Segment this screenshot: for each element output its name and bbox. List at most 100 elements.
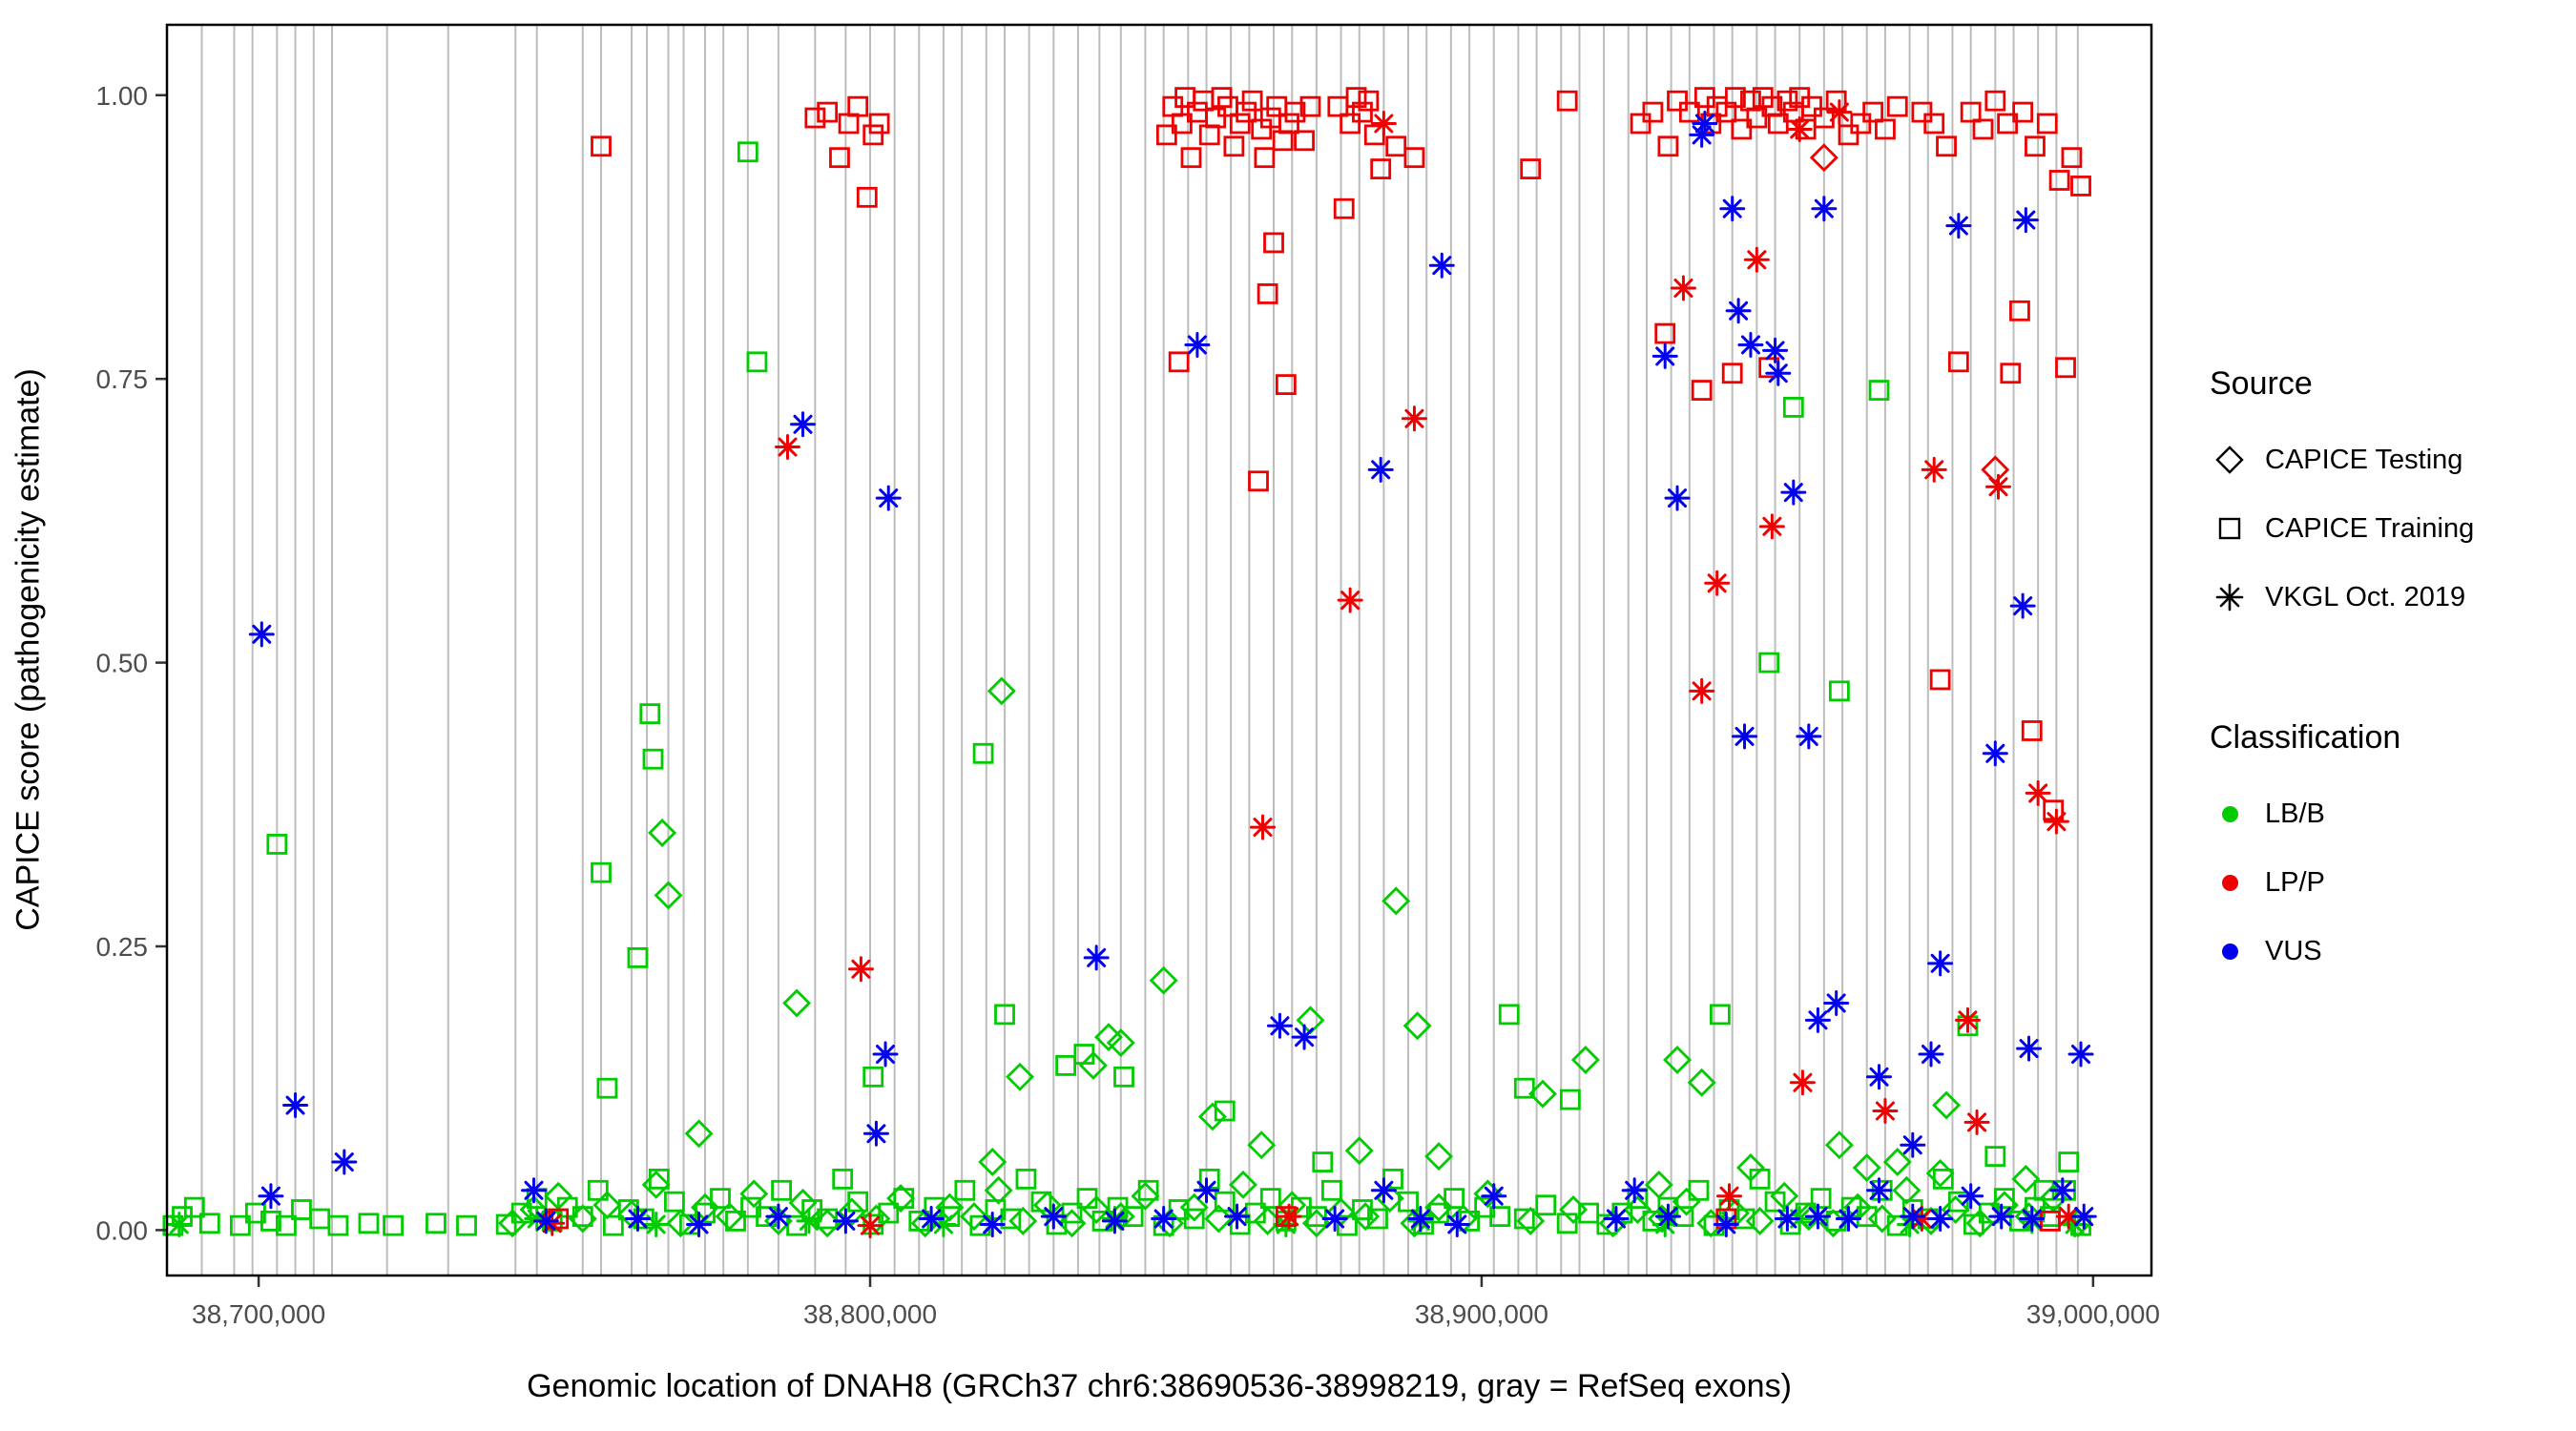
data-point	[1556, 90, 1578, 112]
data-point	[2067, 1041, 2094, 1068]
data-point	[2016, 1035, 2043, 1062]
data-point	[1180, 147, 1202, 169]
data-point	[664, 1191, 685, 1213]
data-point	[1344, 1136, 1374, 1166]
data-point	[1776, 90, 1798, 112]
data-point	[1006, 1062, 1035, 1091]
legend-item-capice-training: CAPICE Training	[2210, 494, 2474, 563]
series-capice-training-lp-p	[548, 87, 2091, 1232]
data-point	[1796, 723, 1822, 750]
data-point	[1407, 1206, 1434, 1233]
data-point	[1113, 1066, 1134, 1088]
data-point	[1678, 101, 1700, 123]
legend-label: VUS	[2265, 935, 2322, 966]
y-tick-label: 0.50	[96, 649, 149, 678]
data-point	[1257, 283, 1278, 304]
data-point	[1578, 1202, 1599, 1224]
data-point	[1299, 95, 1321, 117]
data-point	[715, 1202, 744, 1232]
data-point	[498, 1209, 528, 1238]
square-icon	[2218, 517, 2241, 540]
data-point	[954, 1179, 976, 1201]
data-point	[1774, 1206, 1800, 1233]
data-point	[248, 621, 275, 648]
data-point	[1000, 1208, 1022, 1230]
data-point	[1015, 1168, 1037, 1190]
data-point	[1611, 1202, 1633, 1224]
data-point	[1284, 101, 1306, 123]
data-point	[782, 988, 812, 1018]
data-point	[183, 1196, 205, 1218]
data-point	[1382, 1168, 1403, 1190]
data-point	[868, 113, 890, 135]
data-point	[1040, 1203, 1067, 1230]
series-capice-training-lb-b	[162, 141, 2091, 1236]
lbb-dot-icon	[2210, 794, 2250, 834]
data-point	[1770, 1181, 1799, 1211]
data-point	[1824, 1130, 1854, 1160]
data-point	[1057, 1209, 1087, 1238]
data-point	[1667, 90, 1688, 112]
data-point	[817, 101, 839, 123]
data-point	[1918, 1041, 1944, 1068]
data-point	[1151, 1206, 1177, 1233]
data-point	[1603, 1206, 1630, 1233]
data-point	[1444, 1188, 1465, 1210]
data-point	[1254, 147, 1276, 169]
data-point	[1762, 337, 1789, 363]
data-point	[1106, 1028, 1135, 1058]
data-point	[1559, 1089, 1581, 1110]
legend-item-vus: VUS	[2210, 917, 2474, 985]
data-point	[1184, 331, 1211, 358]
data-point	[1061, 1202, 1083, 1224]
data-point	[790, 411, 817, 438]
data-point	[1248, 470, 1269, 492]
data-point	[1473, 1179, 1503, 1209]
data-point	[1941, 1195, 1970, 1224]
data-point	[1214, 1100, 1236, 1122]
data-point	[2055, 357, 2076, 379]
data-point	[1838, 124, 1859, 146]
legend-item-capice-testing: CAPICE Testing	[2210, 425, 2474, 494]
data-point	[1972, 118, 1994, 140]
data-point	[1900, 1203, 1926, 1230]
data-point	[260, 1210, 281, 1232]
y-tick-label: 0.75	[96, 364, 149, 394]
data-point	[1963, 1109, 1990, 1135]
data-point	[1936, 135, 1957, 157]
data-point	[847, 1191, 869, 1213]
data-point	[1241, 90, 1263, 112]
data-point	[813, 1209, 842, 1238]
data-point	[1994, 1188, 2015, 1210]
data-point	[1911, 101, 1933, 123]
data-point	[1804, 1006, 1831, 1033]
data-point	[1122, 1206, 1144, 1228]
data-point	[2043, 808, 2069, 835]
data-point	[1424, 1192, 1454, 1222]
legend-item-lbb: LB/B	[2210, 779, 2474, 848]
data-point	[1782, 397, 1804, 418]
data-point	[1997, 113, 2019, 135]
data-point	[1276, 1203, 1302, 1230]
data-point	[2011, 1164, 2041, 1193]
data-point	[1921, 456, 1947, 483]
data-point	[1765, 360, 1792, 386]
data-point	[1721, 363, 1743, 384]
data-point	[994, 1004, 1015, 1026]
data-point	[521, 1177, 548, 1204]
data-point	[1358, 90, 1380, 112]
data-point	[1520, 158, 1542, 179]
data-point	[1155, 124, 1177, 146]
data-point	[1275, 374, 1297, 396]
data-point	[987, 676, 1016, 706]
data-point	[1826, 99, 1853, 126]
data-point	[1403, 147, 1425, 169]
legend-item-vkgl: VKGL Oct. 2019	[2210, 563, 2474, 632]
data-point	[2070, 176, 2091, 197]
data-point	[1925, 1158, 1955, 1188]
data-point	[684, 1119, 714, 1149]
data-point	[1266, 95, 1288, 117]
data-point	[2009, 300, 2030, 321]
data-point	[872, 1041, 899, 1068]
